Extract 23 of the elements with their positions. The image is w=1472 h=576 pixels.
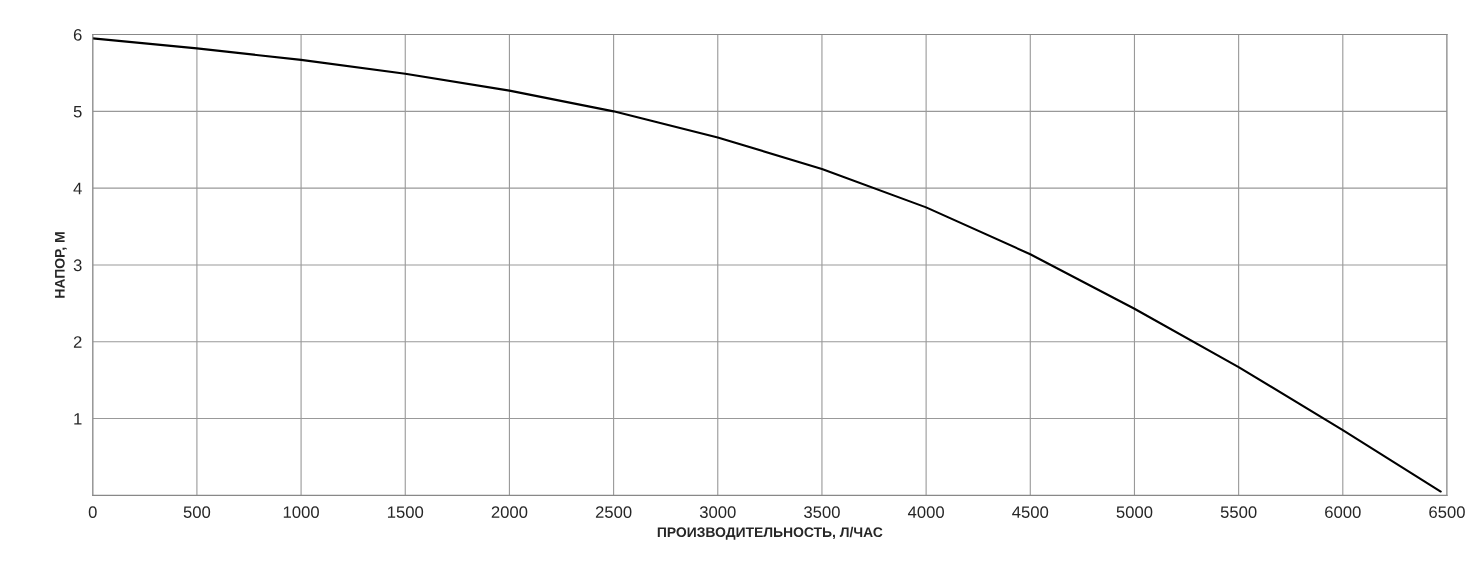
y-tick-label: 4 bbox=[73, 182, 82, 195]
x-tick-label: 6000 bbox=[1325, 506, 1361, 519]
y-tick-label: 1 bbox=[74, 413, 82, 425]
y-tick-label: 3 bbox=[73, 259, 82, 272]
x-tick-label: 0 bbox=[88, 506, 97, 519]
x-tick-label: 500 bbox=[183, 506, 211, 519]
line-series bbox=[92, 37, 1442, 493]
x-tick-label: 6500 bbox=[1429, 506, 1465, 519]
x-tick-label: 1000 bbox=[283, 506, 319, 519]
y-tick-label: 2 bbox=[73, 336, 82, 348]
y-tick-label: 5 bbox=[73, 105, 82, 118]
x-tick-label: 1500 bbox=[387, 506, 424, 519]
x-tick-label: 3500 bbox=[804, 506, 840, 519]
x-tick-label: 5500 bbox=[1220, 506, 1257, 519]
y-tick-label: 6 bbox=[73, 28, 82, 41]
x-tick-label: 2500 bbox=[595, 506, 632, 519]
x-tick-label: 5000 bbox=[1116, 506, 1153, 519]
x-tick-label: 4500 bbox=[1012, 506, 1049, 519]
x-tick-label: 4000 bbox=[907, 506, 944, 519]
x-axis-title: ПРОИЗВОДИТЕЛЬНОСТЬ, Л/ЧАС bbox=[657, 526, 883, 540]
x-tick-label: 3000 bbox=[699, 506, 736, 519]
x-tick-label: 2000 bbox=[491, 506, 528, 519]
y-axis-title: НАПОР, М bbox=[54, 232, 67, 298]
